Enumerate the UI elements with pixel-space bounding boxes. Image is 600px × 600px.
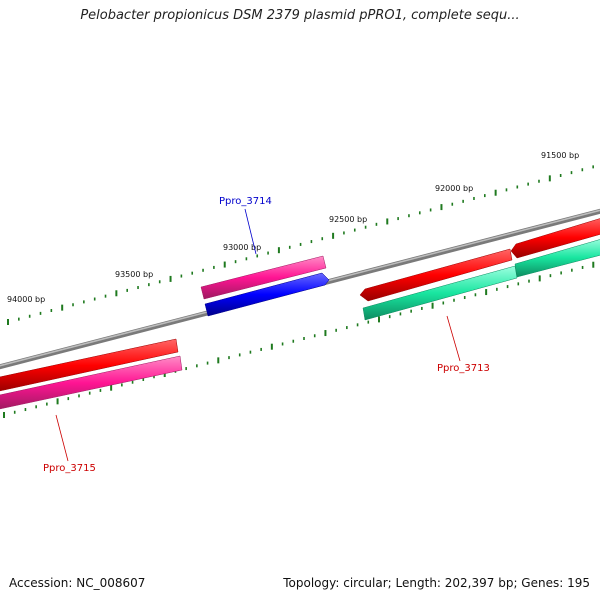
label-line-ppro-3714 <box>244 208 257 255</box>
gene-feature-ppro-3715-inner[interactable] <box>0 355 183 410</box>
map-title: Pelobacter propionicus DSM 2379 plasmid … <box>80 8 520 23</box>
gene-count-value: 195 <box>567 576 590 590</box>
scale-label-92000: 92000 bp <box>435 184 473 193</box>
scale-label-92500: 92500 bp <box>329 215 367 224</box>
accession-info: Accession: NC_008607 <box>9 576 145 590</box>
gene-label-ppro-3713[interactable]: Ppro_3713 <box>437 363 490 374</box>
gene-feature-ppro-3715-outer[interactable] <box>0 338 179 392</box>
label-line-ppro-3713 <box>446 315 461 362</box>
accession-value: NC_008607 <box>76 576 146 590</box>
gene-feature-ppro-3713-inner[interactable] <box>362 238 600 321</box>
length-value: 202,397 bp <box>444 576 514 590</box>
gene-feature-ppro-3714[interactable] <box>204 272 330 317</box>
gene-label-ppro-3714[interactable]: Ppro_3714 <box>219 196 272 207</box>
gene-feature-ppro-3713-outer[interactable] <box>359 248 513 302</box>
scale-label-91500: 91500 bp <box>541 151 579 160</box>
sequence-summary: Topology: circular; Length: 202,397 bp; … <box>283 576 590 590</box>
label-line-ppro-3715 <box>55 414 69 462</box>
gene-feature-red-right-edge[interactable] <box>510 217 600 259</box>
gene-label-ppro-3715[interactable]: Ppro_3715 <box>43 463 96 474</box>
gene-feature-ppro-3714-outer[interactable] <box>200 255 327 300</box>
scale-label-93500: 93500 bp <box>115 270 153 279</box>
scale-label-93000: 93000 bp <box>223 243 261 252</box>
scale-ticks <box>3 165 595 418</box>
scale-label-94000: 94000 bp <box>7 295 45 304</box>
topology-value: circular <box>343 576 388 590</box>
accession-prefix: Accession: <box>9 576 77 590</box>
